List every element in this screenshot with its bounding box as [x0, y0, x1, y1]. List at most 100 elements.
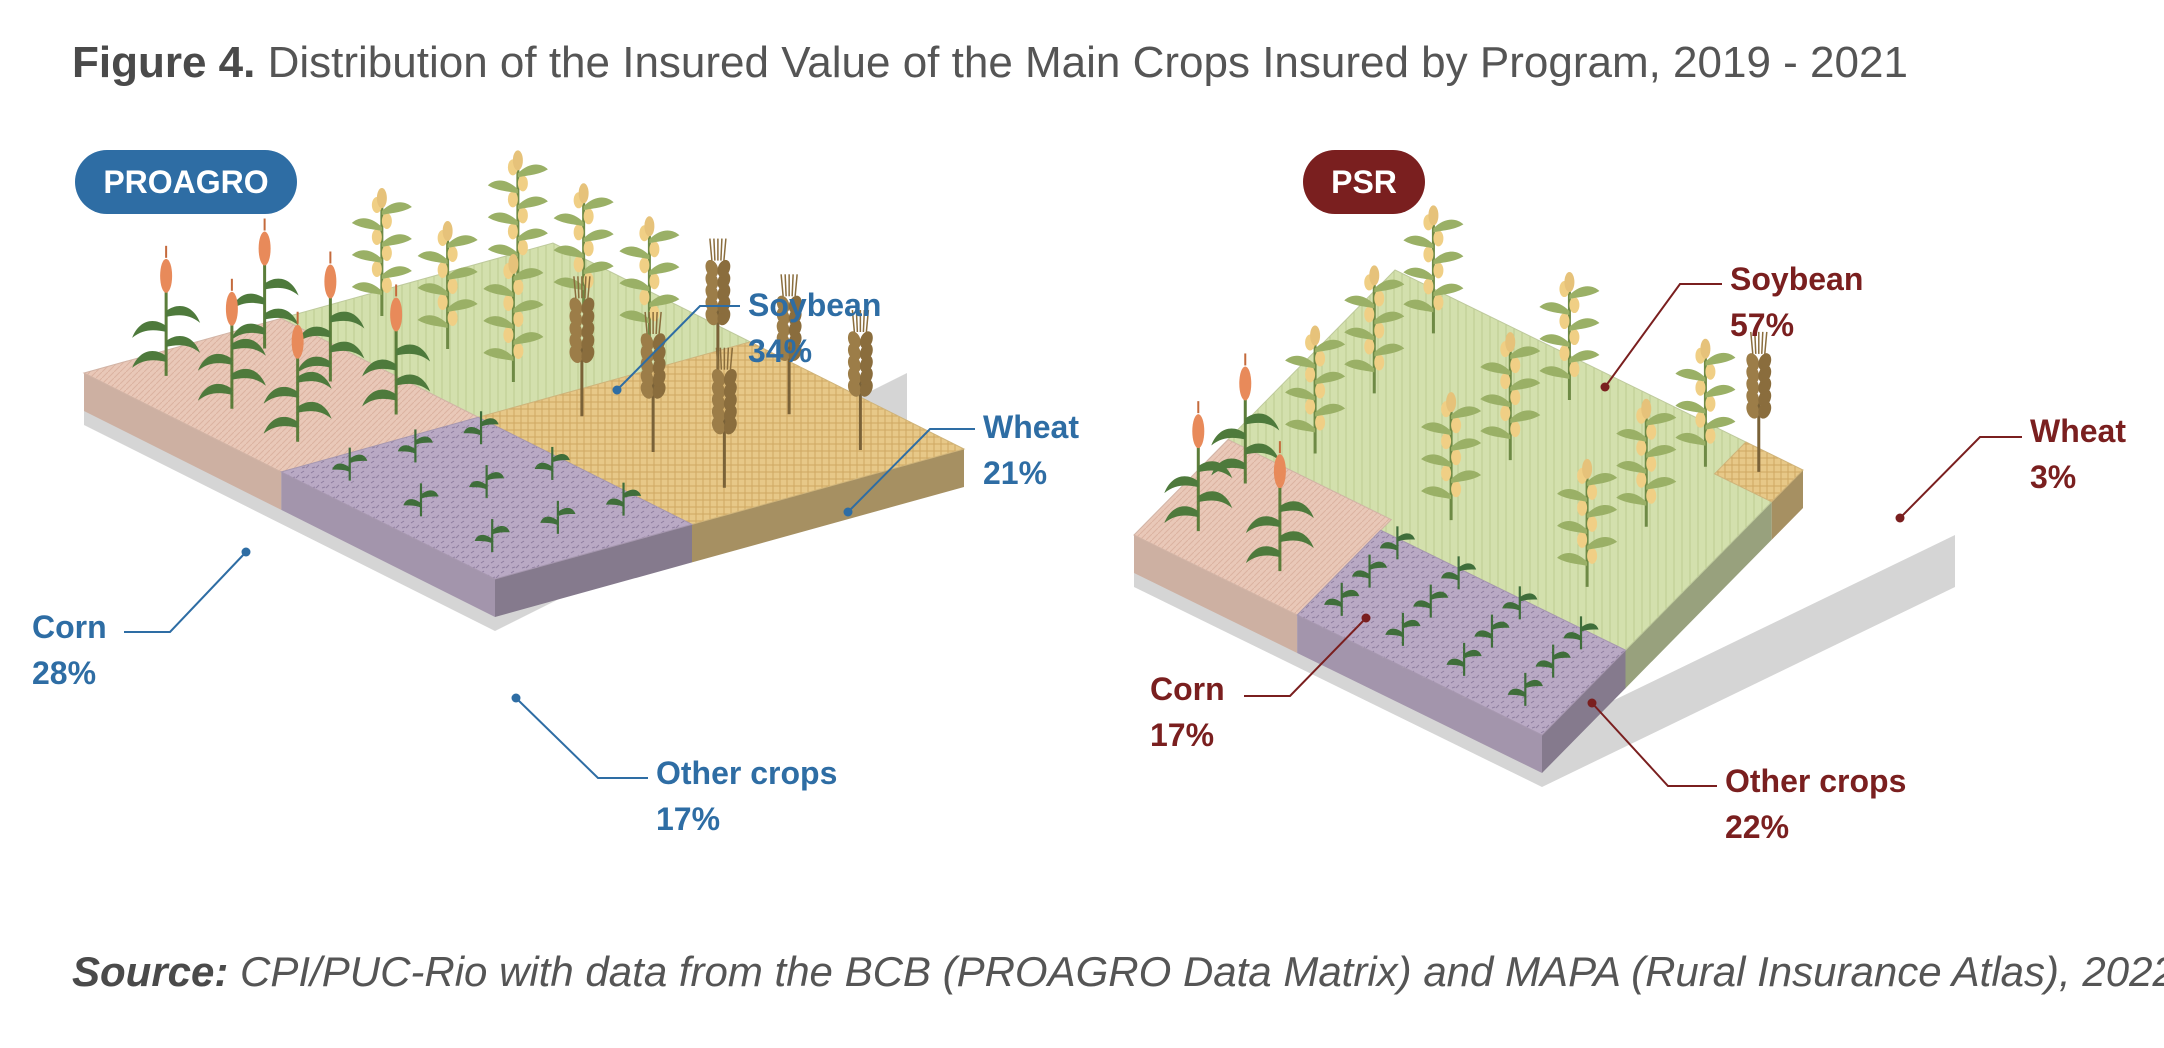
category-label: Other crops: [656, 755, 837, 791]
category-value: 22%: [1725, 809, 1789, 845]
seedling-icon: [1502, 586, 1538, 620]
soybean-plant-icon: [1403, 205, 1464, 334]
leader-line: [1604, 283, 1722, 388]
label-soybean: Soybean 34%: [612, 287, 881, 395]
proagro-panel: PROAGRO Corn 28% Soybean 34% Wheat 21% Other cr…: [32, 150, 1079, 837]
corn-plant-icon: [132, 245, 201, 376]
corn-plant-icon: [1164, 401, 1233, 532]
seedling-icon: [540, 500, 576, 534]
source-label: Source:: [72, 948, 229, 995]
label-corn: Corn 28%: [32, 547, 251, 691]
corn-side-face: [84, 373, 282, 510]
soybean-plant-icon: [1539, 272, 1600, 401]
category-value: 57%: [1730, 307, 1794, 343]
leader-dot: [843, 507, 853, 517]
proagro-badge: [75, 150, 297, 214]
corn-plant-icon: [1211, 353, 1280, 484]
figure-source: Source: CPI/PUC-Rio with data from the B…: [72, 948, 2164, 996]
category-label: Other crops: [1725, 763, 1906, 799]
category-label: Corn: [32, 609, 107, 645]
wheat-plant-icon: [847, 309, 873, 450]
category-value: 21%: [983, 455, 1047, 491]
other-crops-area: [1296, 529, 1627, 736]
category-value: 3%: [2030, 459, 2076, 495]
category-label: Soybean: [1730, 261, 1863, 297]
label-wheat: Wheat 3%: [1895, 413, 2126, 523]
leader-dot: [1361, 613, 1371, 623]
psr-badge: [1303, 150, 1425, 214]
seedling-icon: [1507, 672, 1543, 706]
soybean-plant-icon: [1344, 265, 1405, 394]
seedling-icon: [1446, 642, 1482, 676]
other-crops-side-face: [1542, 650, 1626, 773]
soybean-plant-icon: [553, 183, 614, 312]
category-value: 28%: [32, 655, 96, 691]
seedling-icon: [1324, 582, 1360, 616]
category-label: Wheat: [2030, 413, 2126, 449]
corn-plant-icon: [362, 284, 431, 415]
label-corn: Corn 17%: [1150, 613, 1371, 753]
other-crops-side-face: [495, 524, 692, 617]
soybean-plant-icon: [487, 150, 548, 279]
other-crops-side-face: [281, 471, 495, 617]
corn-side-face: [1134, 535, 1298, 653]
seedling-icon: [1535, 644, 1571, 678]
label-other-crops: Other crops 22%: [1587, 698, 1906, 845]
soybean-plant-icon: [417, 220, 478, 349]
label-soybean: Soybean 57%: [1600, 261, 1863, 392]
psr-badge-label: PSR: [1331, 164, 1397, 200]
figure-number: Figure 4.: [72, 38, 256, 87]
other-crops-side-face: [1297, 615, 1542, 773]
leader-line: [616, 305, 740, 391]
leader-dot: [1895, 513, 1905, 523]
seedling-icon: [1413, 584, 1449, 618]
soybean-plant-icon: [351, 188, 412, 317]
category-label: Soybean: [748, 287, 881, 323]
seedling-icon: [463, 411, 499, 445]
category-value: 34%: [748, 333, 812, 369]
wheat-side-face: [692, 449, 964, 563]
figure-title: Figure 4. Distribution of the Insured Va…: [72, 38, 1908, 88]
corn-plant-icon: [197, 278, 266, 409]
seedling-icon: [605, 482, 642, 516]
label-other-crops: Other crops 17%: [511, 693, 837, 837]
seedling-icon: [1379, 526, 1415, 560]
category-label: Wheat: [983, 409, 1079, 445]
wheat-plant-icon: [1746, 331, 1772, 472]
seedling-icon: [1441, 556, 1477, 590]
label-wheat: Wheat 21%: [843, 409, 1079, 517]
seedling-icon: [1563, 616, 1599, 650]
leader-line: [1899, 436, 2022, 519]
leader-dot: [1587, 698, 1597, 708]
category-label: Corn: [1150, 671, 1225, 707]
seedling-icon: [474, 519, 510, 553]
wheat-plant-icon: [776, 274, 802, 415]
leader-dot: [612, 385, 622, 395]
category-value: 17%: [1150, 717, 1214, 753]
other-crops-area: [279, 416, 694, 580]
seedling-icon: [403, 483, 439, 517]
seedling-icon: [332, 447, 368, 481]
seedling-icon: [534, 446, 570, 480]
soybean-plant-icon: [483, 253, 544, 382]
leader-dot: [511, 693, 521, 703]
leader-dot: [1600, 382, 1610, 392]
seedling-icon: [1385, 612, 1421, 646]
wheat-side-face: [1771, 470, 1803, 540]
wheat-plant-icon: [705, 238, 731, 379]
leader-line: [515, 697, 648, 779]
seedling-icon: [1474, 614, 1510, 648]
wheat-plant-icon: [711, 347, 737, 488]
leader-line: [1244, 617, 1367, 697]
seedling-icon: [1351, 554, 1388, 588]
soybean-plant-icon: [1480, 332, 1541, 461]
corn-plant-icon: [296, 251, 365, 382]
corn-plant-icon: [263, 311, 332, 442]
soybean-plant-icon: [1285, 325, 1346, 454]
soybean-plant-icon: [1675, 338, 1736, 467]
soybean-side-face: [1625, 501, 1772, 689]
leader-dot: [241, 547, 251, 557]
leader-line: [124, 551, 247, 633]
category-value: 17%: [656, 801, 720, 837]
